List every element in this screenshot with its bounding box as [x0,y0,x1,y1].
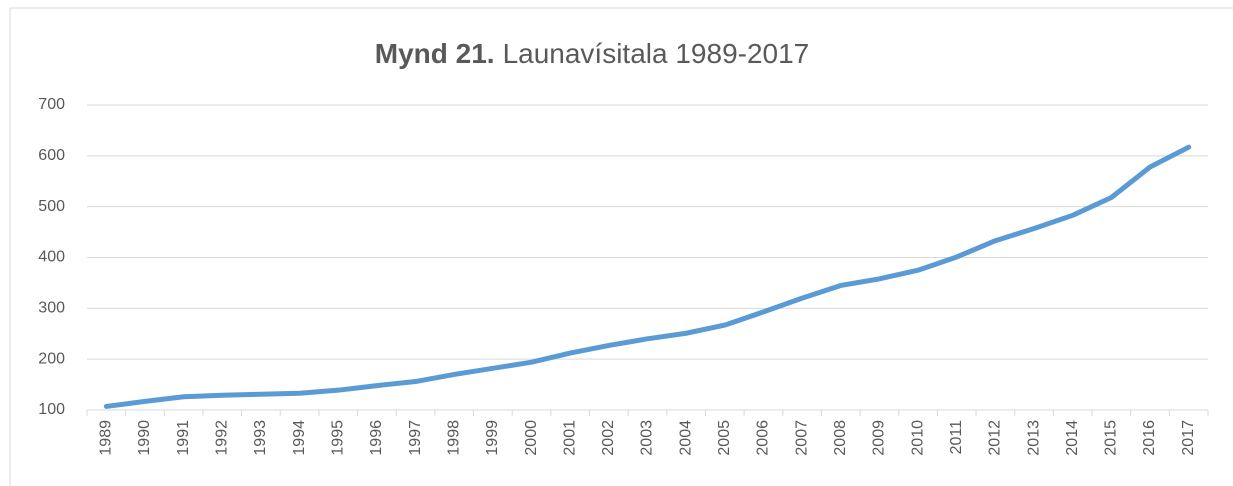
y-tick-label: 400 [38,249,65,266]
x-tick-label: 1989 [98,420,115,456]
y-tick-label: 600 [38,147,65,164]
x-tick-label: 1995 [329,420,346,456]
x-tick-label: 2007 [793,420,810,456]
line-series [103,144,1192,409]
x-tick-label: 2004 [677,420,694,456]
x-tick-label: 2015 [1103,420,1120,456]
chart-title-label: Mynd 21. [375,38,495,69]
chart-title-group: Mynd 21. Launavísitala 1989-2017 [375,38,810,69]
y-tick-label: 500 [38,198,65,215]
x-tick-label: 2010 [909,420,926,456]
x-tick-label: 2017 [1180,420,1197,456]
x-tick-label: 1999 [484,420,501,456]
x-tick-label: 2012 [987,420,1004,456]
y-tick-label: 300 [38,300,65,317]
x-tick-label: 1993 [252,420,269,456]
x-tick-label: 2008 [832,420,849,456]
x-tick-label: 2013 [1025,420,1042,456]
chart-frame [9,7,1233,486]
x-tick-label: 2005 [716,420,733,456]
y-tick-label: 200 [38,350,65,367]
x-tick-label: 2003 [639,420,656,456]
x-tick-label: 1997 [407,420,424,456]
x-tick-label: 1991 [175,420,192,456]
x-tick-label: 2016 [1141,420,1158,456]
x-tick-label: 1994 [291,420,308,456]
x-tick-label: 1998 [445,420,462,456]
x-tick-label: 2009 [871,420,888,456]
chart-title: Launavísitala 1989-2017 [503,38,810,69]
x-tick-label: 1990 [136,420,153,456]
x-tick-label: 2001 [561,420,578,456]
x-tick-label: 2014 [1064,420,1081,456]
x-tick-label: 2002 [600,420,617,456]
x-tick-label: 1992 [214,420,231,456]
y-tick-label: 700 [38,96,65,113]
x-tick-label: 1996 [368,420,385,456]
x-tick-label: 2000 [523,420,540,456]
x-tick-label: 2006 [755,420,772,456]
x-tick-label: 2011 [948,420,965,455]
y-tick-label: 100 [38,401,65,418]
